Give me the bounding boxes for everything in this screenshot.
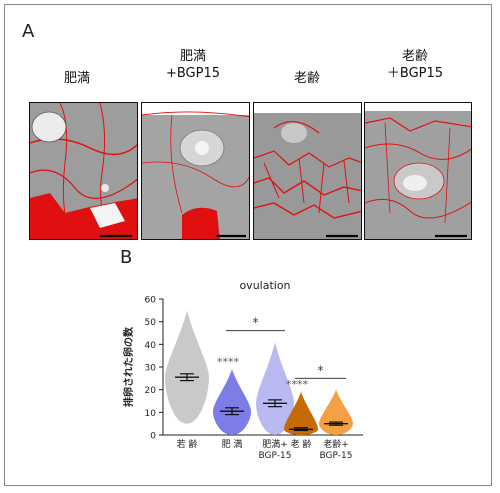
panel-b-label: B: [120, 247, 133, 268]
y-tick-label-0: 0: [150, 432, 156, 442]
y-tick-label-5: 50: [145, 318, 157, 328]
violin-0: [165, 310, 209, 424]
micrograph-label-4: 老齢 ＋BGP15: [365, 48, 465, 82]
micrograph-label-3-line1: 老齢: [293, 71, 320, 86]
micrograph-label-2-line2: +BGP15: [165, 66, 221, 81]
figure-frame: [4, 4, 492, 486]
x-tick-label-line2-2: BGP-15: [259, 451, 292, 461]
violin-chart: ovulation 排卵された卵の数 0 10 20 30 40 50 60 若 齢 **** 肥…: [118, 276, 378, 480]
y-tick-label-2: 20: [145, 386, 157, 396]
micrograph-label-1: 肥満: [30, 70, 124, 87]
violin-4: [319, 389, 353, 435]
y-tick-label-6: 60: [145, 296, 157, 306]
significance-3: ****: [286, 378, 309, 391]
micrograph-aged: [253, 102, 362, 240]
micrograph-label-2: 肥満 +BGP15: [146, 48, 240, 82]
comparison-label-0: *: [253, 316, 259, 330]
x-tick-label-1: 肥 満: [222, 439, 243, 450]
x-tick-label-4: 老齢+: [323, 438, 349, 450]
micrograph-label-4-line2: ＋BGP15: [386, 66, 444, 81]
chart-title: ovulation: [239, 279, 290, 292]
comparison-label-1: *: [318, 363, 324, 377]
micrograph-obese: [29, 102, 138, 240]
violin-1: [213, 369, 251, 435]
micrograph-label-1-line1: 肥満: [63, 71, 90, 86]
y-tick-label-3: 30: [145, 364, 157, 374]
micrograph-label-2-line1: 肥満: [179, 49, 206, 64]
violin-2: [256, 342, 294, 435]
micrograph-obese-bgp15: [141, 102, 250, 240]
y-tick-label-4: 40: [145, 341, 157, 351]
significance-1: ****: [217, 355, 240, 368]
y-axis-label: 排卵された卵の数: [122, 326, 135, 407]
y-tick-label-1: 10: [145, 409, 157, 419]
panel-a-label: A: [22, 21, 35, 42]
micrograph-label-4-line1: 老齢: [401, 49, 428, 64]
x-tick-label-line2-4: BGP-15: [320, 451, 353, 461]
violin-chart-svg: ovulation 排卵された卵の数 0 10 20 30 40 50 60 若 齢 **** 肥…: [122, 279, 363, 461]
violin-3: [284, 391, 318, 435]
x-tick-label-2: 肥満+: [262, 439, 288, 450]
micrograph-label-3: 老齢: [257, 70, 357, 87]
micrograph-aged-bgp15: [364, 102, 472, 240]
x-tick-label-3: 老 齢: [291, 438, 312, 450]
x-tick-label-0: 若 齢: [177, 438, 198, 450]
